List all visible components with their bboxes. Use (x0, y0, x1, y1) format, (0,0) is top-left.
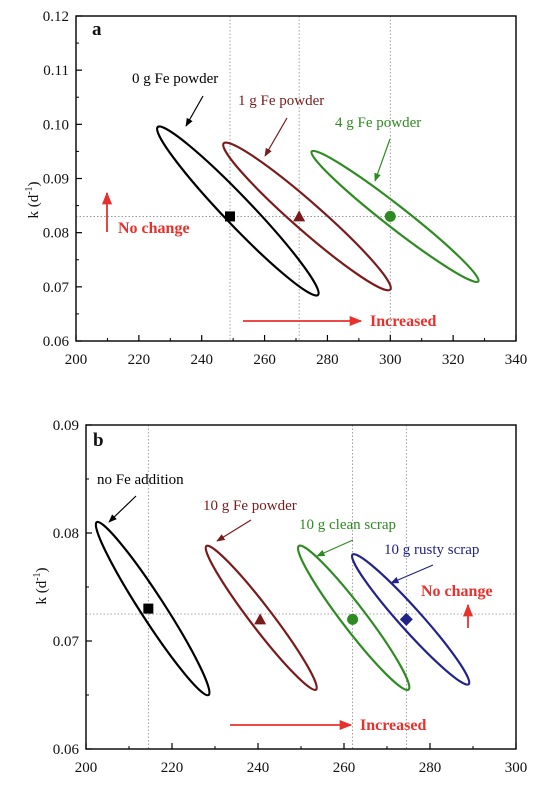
no-change-label: No change (421, 583, 493, 600)
y-tick-label: 0.09 (53, 418, 79, 434)
data-point-diamond (399, 612, 413, 626)
series-label-arrow (108, 495, 137, 523)
series-label: 10 g rusty scrap (384, 542, 479, 558)
data-point-square (225, 211, 235, 222)
x-tick-label: 220 (128, 352, 151, 368)
y-axis-label: k (d-1) (24, 181, 42, 218)
y-tick-label: 0.08 (43, 226, 69, 242)
x-tick-label: 320 (442, 352, 465, 368)
x-tick-label: 260 (333, 760, 356, 776)
y-axis-label: k (d-1) (32, 567, 50, 604)
y-tick-label: 0.12 (43, 9, 69, 25)
series-label-arrow (374, 138, 391, 182)
plot-frame (75, 15, 517, 342)
confidence-ellipse (204, 544, 318, 692)
y-tick-label: 0.08 (53, 526, 79, 542)
x-tick-label: 220 (161, 760, 184, 776)
x-tick-label: 280 (316, 352, 339, 368)
data-point-square (143, 603, 154, 614)
series-label: 0 g Fe powder (132, 71, 218, 87)
y-tick-label: 0.10 (43, 117, 69, 133)
data-point-circle (384, 210, 396, 222)
x-tick-label: 200 (65, 352, 88, 368)
data-point-triangle (293, 210, 306, 222)
series-label-arrow (185, 95, 204, 127)
series-label: 10 g clean scrap (299, 517, 396, 533)
series-label-arrow (390, 564, 434, 584)
y-tick-label: 0.11 (43, 63, 69, 79)
panel-label: a (92, 19, 102, 40)
confidence-ellipse (155, 125, 320, 297)
y-tick-label: 0.06 (53, 742, 80, 758)
series-label-arrow (216, 519, 252, 542)
confidence-ellipse (350, 553, 471, 686)
confidence-ellipse (222, 141, 392, 292)
x-tick-label: 340 (505, 352, 528, 368)
confidence-ellipse (296, 544, 411, 692)
data-point-circle (347, 613, 359, 625)
x-tick-label: 300 (505, 760, 528, 776)
y-tick-label: 0.07 (53, 634, 80, 650)
y-tick-label: 0.07 (43, 280, 70, 296)
chart-panel-b: 200 220 240 260 280 300 0.06 0.07 0.08 0.09 k (d-1… (32, 418, 527, 776)
confidence-ellipse (310, 149, 480, 284)
x-tick-label: 240 (190, 352, 213, 368)
increased-label: Increased (370, 313, 436, 330)
x-tick-label: 200 (75, 760, 98, 776)
y-tick-label: 0.09 (43, 172, 69, 188)
series-label: 10 g Fe powder (203, 498, 297, 514)
series-label: 4 g Fe powder (335, 115, 421, 131)
increased-label: Increased (360, 717, 426, 734)
series-label: 1 g Fe powder (238, 93, 324, 109)
confidence-ellipse (94, 520, 211, 697)
series-label: no Fe addition (97, 472, 184, 488)
x-tick-label: 300 (379, 352, 402, 368)
chart-panel-a: 200 220 240 260 280 300 320 340 0.06 0.07 0.08 0.09… (24, 9, 527, 368)
data-point-triangle (254, 613, 267, 625)
no-change-label: No change (118, 220, 190, 237)
x-tick-label: 240 (247, 760, 270, 776)
series-label-arrow (316, 539, 354, 557)
series-label-arrow (264, 117, 288, 157)
y-tick-label: 0.06 (43, 334, 70, 350)
x-tick-label: 260 (253, 352, 276, 368)
x-tick-label: 280 (419, 760, 442, 776)
panel-label: b (93, 430, 104, 451)
